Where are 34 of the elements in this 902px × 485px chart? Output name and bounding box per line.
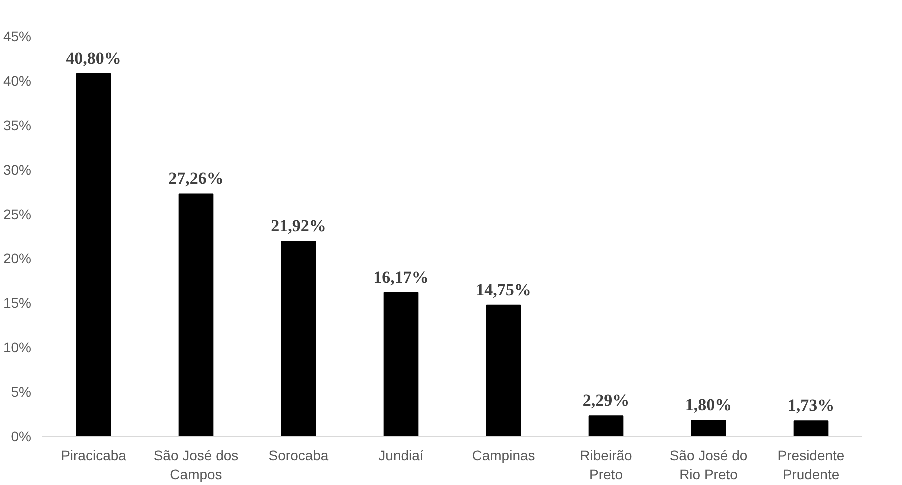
bar [384, 292, 419, 436]
x-tick-label: São José dos Campos [154, 448, 239, 483]
bar [691, 420, 726, 436]
x-tick-label: Jundiaí [378, 448, 424, 464]
x-tick-label: Campinas [472, 448, 536, 464]
bar [794, 420, 829, 436]
data-label: 2,29% [582, 391, 630, 410]
y-tick-label: 10% [3, 340, 32, 356]
y-tick-label: 35% [3, 117, 32, 134]
bar [486, 304, 522, 436]
data-label: 16,17% [374, 268, 429, 287]
y-tick-label: 45% [3, 28, 32, 44]
x-tick-label: São José do Rio Preto [670, 448, 748, 483]
y-tick-label: 25% [3, 206, 32, 222]
data-label: 27,26% [168, 169, 224, 188]
y-tick-label: 40% [3, 72, 32, 89]
y-tick-label: 30% [3, 162, 32, 178]
y-tick-label: 20% [3, 250, 32, 267]
bar [76, 73, 112, 436]
data-label: 14,75% [476, 280, 532, 300]
y-tick-label: 0% [11, 428, 32, 444]
y-tick-label: 5% [11, 384, 32, 400]
data-label: 21,92% [271, 216, 326, 236]
x-tick-label: Ribeirão Preto [580, 448, 633, 483]
bar [588, 416, 624, 436]
data-label: 1,80% [685, 396, 732, 414]
data-label: 40,80% [66, 48, 122, 68]
y-tick-label: 15% [3, 295, 32, 312]
data-label: 1,73% [788, 396, 835, 416]
x-tick-label: Piracicaba [61, 448, 127, 464]
x-tick-label: Presidente Prudente [778, 448, 845, 483]
x-tick-label: Sorocaba [268, 448, 329, 464]
bar [281, 241, 316, 436]
bar [178, 194, 214, 436]
